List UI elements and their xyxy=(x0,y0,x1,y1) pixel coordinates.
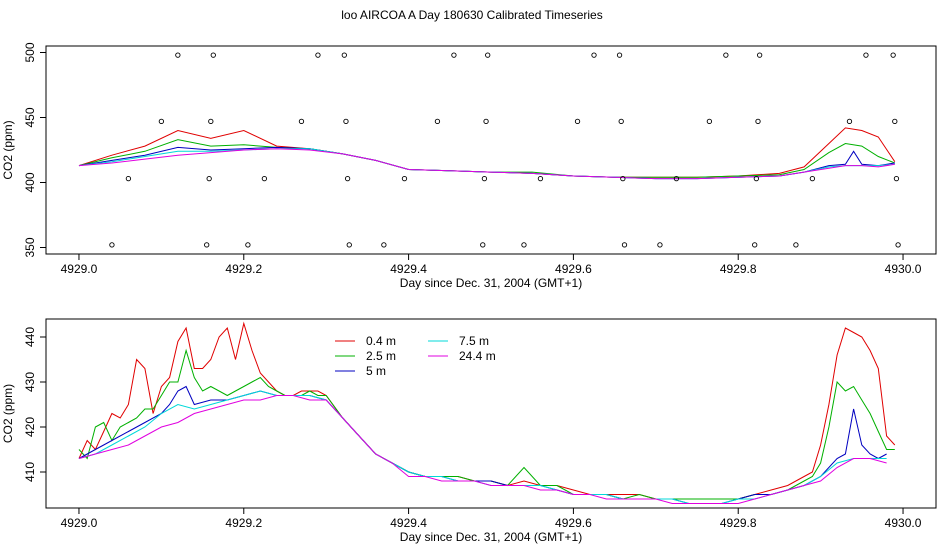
y-tick-label: 420 xyxy=(23,417,37,437)
plot-frame xyxy=(45,45,937,255)
data-point-marker xyxy=(621,242,628,248)
x-tick-label: 4930.0 xyxy=(885,516,922,530)
y-tick-label: 410 xyxy=(23,462,37,482)
series-line-24-4-m xyxy=(78,395,887,504)
data-point-marker xyxy=(809,175,816,182)
series-line-5-m xyxy=(78,385,887,504)
legend-label-5-m: 5 m xyxy=(366,364,386,378)
data-point-marker xyxy=(537,175,544,182)
data-point-marker xyxy=(298,118,305,125)
data-point-marker xyxy=(481,175,488,182)
data-point-marker xyxy=(434,118,441,125)
data-point-marker xyxy=(158,118,165,125)
data-point-marker xyxy=(208,118,214,125)
x-tick-label: 4929.6 xyxy=(555,262,592,276)
legend-label-7-5-m: 7.5 m xyxy=(459,334,489,348)
data-point-marker xyxy=(175,52,181,58)
data-point-marker xyxy=(344,175,351,182)
legend-label-2-5-m: 2.5 m xyxy=(366,349,396,363)
data-point-marker xyxy=(574,118,581,125)
x-axis-label: Day since Dec. 31, 2004 (GMT+1) xyxy=(400,276,582,290)
x-tick-label: 4929.0 xyxy=(61,516,98,530)
data-point-marker xyxy=(341,52,347,58)
series-line-7-5-m xyxy=(78,390,887,504)
data-point-marker xyxy=(755,118,761,125)
data-point-marker xyxy=(793,242,799,248)
data-point-marker xyxy=(591,52,597,58)
data-point-marker xyxy=(863,52,869,58)
data-point-marker xyxy=(753,175,760,182)
y-tick-label: 500 xyxy=(23,42,37,62)
data-point-marker xyxy=(485,52,491,58)
data-point-marker xyxy=(346,242,352,248)
data-point-marker xyxy=(895,242,901,248)
bottom-panel: 4929.0 4929.2 4929.4 4929.6 4929.8 4930.0 Day … xyxy=(1,318,937,544)
x-tick-label: 4929.2 xyxy=(225,262,262,276)
data-point-marker xyxy=(723,52,729,58)
data-point-marker xyxy=(109,242,115,248)
chart-legend: 0.4 m2.5 m5 m 7.5 m24.4 m xyxy=(335,334,496,378)
x-tick-label: 4930.0 xyxy=(885,262,922,276)
y-tick-label: 400 xyxy=(23,172,37,192)
data-point-marker xyxy=(893,175,900,182)
y-axis-label: CO2 (ppm) xyxy=(1,120,15,179)
data-point-marker xyxy=(204,242,210,248)
chart-title: loo AIRCOA A Day 180630 Calibrated Times… xyxy=(341,8,602,22)
data-point-marker xyxy=(245,242,251,248)
x-tick-label: 4929.8 xyxy=(720,516,757,530)
data-point-marker xyxy=(451,52,457,58)
x-tick-label: 4929.0 xyxy=(61,262,98,276)
series-line-2-5-m xyxy=(78,139,895,178)
legend-label-0-4-m: 0.4 m xyxy=(366,334,396,348)
data-point-marker xyxy=(756,52,763,58)
plot-frame xyxy=(45,318,937,509)
legend-label-24-4-m: 24.4 m xyxy=(459,349,496,363)
data-point-marker xyxy=(521,242,527,248)
data-point-marker xyxy=(125,175,132,182)
x-tick-label: 4929.6 xyxy=(555,516,592,530)
top-panel: 4929.0 4929.2 4929.4 4929.6 4929.8 4930.0 Day … xyxy=(1,42,937,290)
data-point-marker xyxy=(673,175,680,182)
data-point-marker xyxy=(343,118,349,125)
data-point-marker xyxy=(261,175,268,182)
data-point-marker xyxy=(480,242,486,248)
x-tick-label: 4929.2 xyxy=(225,516,262,530)
data-point-marker xyxy=(618,118,624,125)
data-point-marker xyxy=(890,52,896,58)
series-line-2-5-m xyxy=(78,348,895,500)
data-point-marker xyxy=(657,242,663,248)
data-point-marker xyxy=(752,242,758,248)
y-tick-label: 430 xyxy=(23,372,37,392)
data-point-marker xyxy=(892,118,898,125)
data-point-marker xyxy=(315,52,321,58)
series-line-24-4-m xyxy=(78,148,895,180)
data-point-marker xyxy=(381,242,387,248)
x-tick-label: 4929.4 xyxy=(390,262,427,276)
x-tick-label: 4929.8 xyxy=(720,262,757,276)
data-point-marker xyxy=(401,175,408,182)
data-point-marker xyxy=(706,118,713,125)
data-point-marker xyxy=(483,118,489,125)
x-axis-label: Day since Dec. 31, 2004 (GMT+1) xyxy=(400,530,582,544)
data-point-marker xyxy=(846,118,853,125)
y-tick-label: 350 xyxy=(23,237,37,257)
data-point-marker xyxy=(620,175,626,182)
x-tick-label: 4929.4 xyxy=(390,516,427,530)
data-point-marker xyxy=(206,175,212,182)
y-axis-label: CO2 (ppm) xyxy=(1,384,15,443)
series-line-0-4-m xyxy=(78,127,896,178)
y-tick-label: 450 xyxy=(23,107,37,127)
data-point-marker xyxy=(616,52,623,58)
data-point-marker xyxy=(210,52,216,58)
y-tick-label: 440 xyxy=(23,327,37,347)
